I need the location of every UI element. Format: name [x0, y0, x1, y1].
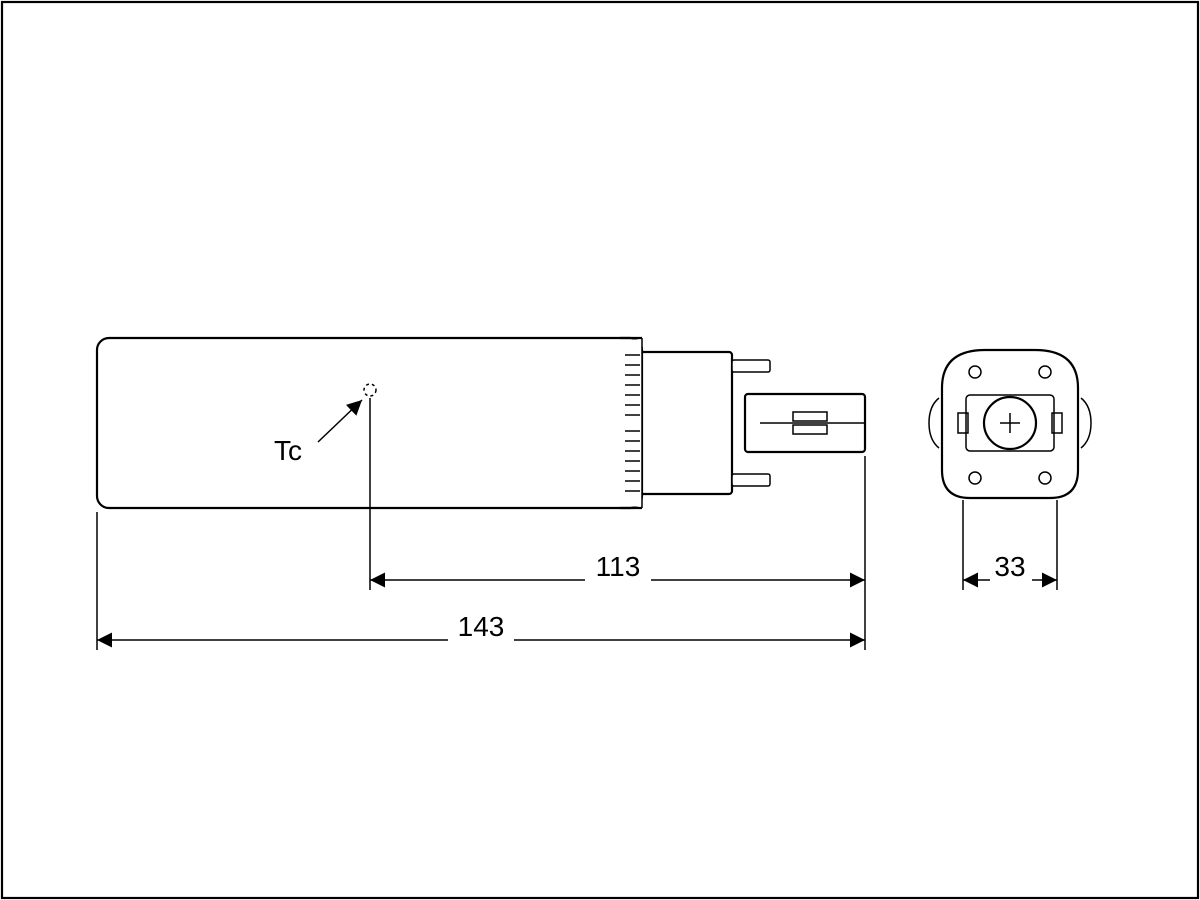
- side-view: Tc: [97, 338, 865, 508]
- connector: [745, 394, 865, 452]
- dim-33-text: 33: [994, 551, 1025, 582]
- dim-113-text: 113: [596, 551, 641, 582]
- dim-143-text: 143: [458, 611, 505, 642]
- tc-label: Tc: [274, 435, 302, 466]
- cap: [638, 352, 732, 494]
- end-view: [929, 350, 1091, 498]
